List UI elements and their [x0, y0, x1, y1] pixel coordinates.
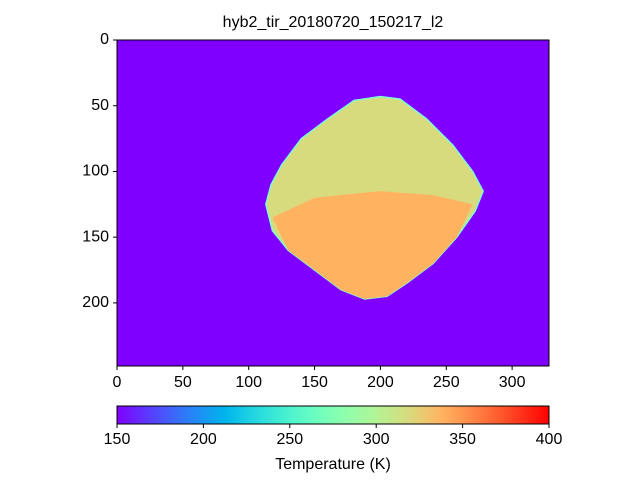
colorbar-tick-label: 250: [276, 431, 303, 448]
colorbar-tick-label: 400: [536, 431, 563, 448]
x-tick-label: 200: [367, 374, 394, 391]
y-tick-label: 150: [82, 228, 109, 245]
colorbar-label: Temperature (K): [275, 456, 391, 473]
x-tick-label: 100: [235, 374, 262, 391]
colorbar-tick-label: 350: [449, 431, 476, 448]
x-tick-label: 150: [301, 374, 328, 391]
image-region: [272, 191, 473, 299]
colorbar: [116, 405, 550, 425]
colorbar-tick-label: 150: [104, 431, 131, 448]
y-tick-label: 0: [100, 31, 109, 48]
y-tick-label: 200: [82, 294, 109, 311]
y-tick-label: 100: [82, 163, 109, 180]
x-tick-label: 250: [433, 374, 460, 391]
colorbar-tick-label: 300: [363, 431, 390, 448]
x-tick-label: 50: [174, 374, 192, 391]
y-tick-label: 50: [91, 97, 109, 114]
colorbar-tick-label: 200: [190, 431, 217, 448]
x-tick-label: 300: [499, 374, 526, 391]
chart-title: hyb2_tir_20180720_150217_l2: [223, 14, 444, 31]
plot-frame: [116, 39, 550, 367]
x-tick-label: 0: [113, 374, 122, 391]
